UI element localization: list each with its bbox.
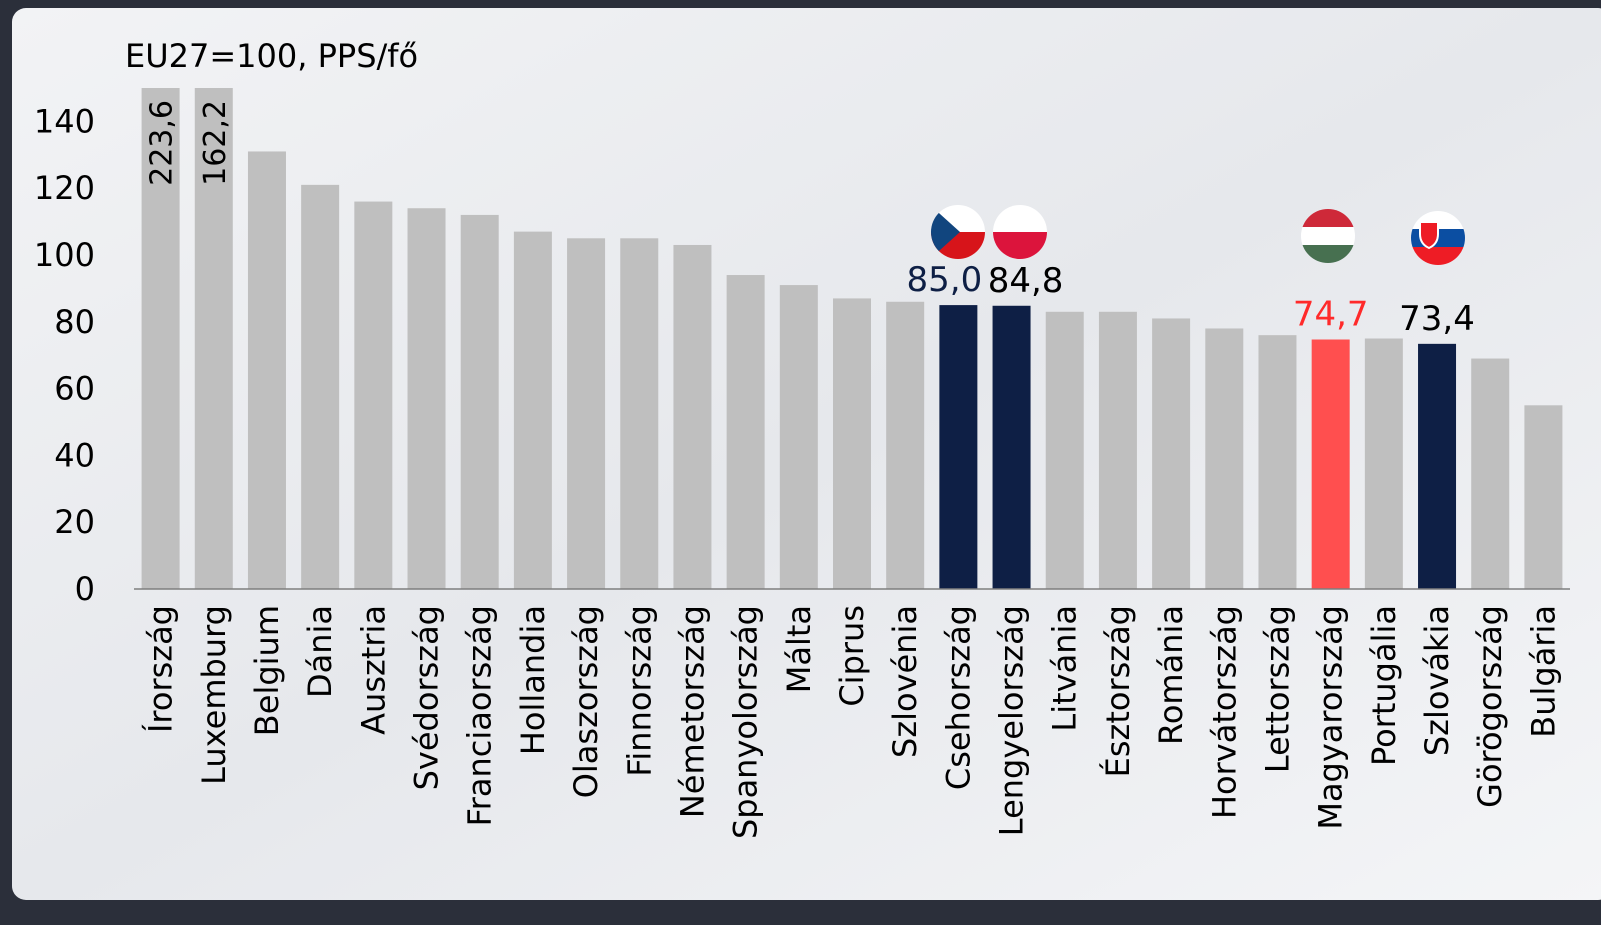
bar	[461, 215, 499, 589]
x-tick-label: Szlovénia	[886, 605, 924, 758]
y-tick-label: 20	[54, 503, 95, 541]
bar	[993, 306, 1031, 589]
y-tick-label: 40	[54, 436, 95, 474]
x-tick-label: Románia	[1152, 605, 1190, 745]
y-tick-label: 120	[34, 169, 95, 207]
y-tick-label: 100	[34, 236, 95, 274]
bar	[727, 275, 765, 589]
bar	[1152, 318, 1190, 589]
x-tick-label: Ciprus	[833, 605, 871, 707]
bar	[780, 285, 818, 589]
x-tick-label: Szlovákia	[1418, 605, 1456, 756]
bar	[673, 245, 711, 589]
x-tick-label: Litvánia	[1046, 605, 1084, 732]
bar	[1312, 340, 1350, 589]
value-label: 223,6	[145, 100, 180, 186]
page: {"chart_data": {"type": "bar", "y_axis_l…	[0, 0, 1601, 921]
value-label: 162,2	[198, 100, 233, 186]
bar	[514, 232, 552, 589]
bar	[142, 0, 180, 589]
x-tick-label: Ausztria	[354, 605, 392, 735]
y-tick-label: 80	[54, 303, 95, 341]
value-label: 84,8	[988, 261, 1064, 301]
x-tick-label: Málta	[780, 605, 818, 693]
y-tick-label: 140	[34, 102, 95, 140]
value-label: 85,0	[907, 260, 983, 300]
y-tick-label: 60	[54, 370, 95, 408]
bar	[833, 298, 871, 589]
x-tick-label: Svédország	[408, 605, 446, 790]
x-tick-label: Észtország	[1099, 605, 1137, 777]
x-tick-label: Magyarország	[1312, 605, 1350, 830]
value-label: 73,4	[1399, 299, 1475, 339]
x-tick-label: Finnország	[620, 605, 658, 777]
x-tick-label: Franciaország	[461, 605, 499, 826]
x-tick-label: Luxemburg	[195, 605, 233, 785]
x-tick-label: Olaszország	[567, 605, 605, 798]
bar	[1418, 344, 1456, 589]
bar	[1046, 312, 1084, 589]
bar	[939, 305, 977, 589]
x-tick-label: Belgium	[248, 605, 286, 736]
value-label: 74,7	[1293, 295, 1369, 335]
bar	[1205, 328, 1243, 589]
bar	[1365, 339, 1403, 590]
x-tick-label: Görögország	[1471, 605, 1509, 808]
x-tick-label: Lengyelország	[993, 605, 1031, 836]
x-tick-label: Lettország	[1258, 605, 1296, 773]
bar	[301, 185, 339, 589]
x-tick-label: Hollandia	[514, 605, 552, 755]
x-tick-label: Németország	[673, 605, 711, 818]
bar	[567, 238, 605, 589]
bar	[408, 208, 446, 589]
x-tick-label: Portugália	[1365, 605, 1403, 766]
bar	[1524, 405, 1562, 589]
x-tick-label: Írország	[142, 605, 180, 733]
bar	[886, 302, 924, 589]
bar	[1099, 312, 1137, 589]
x-tick-label: Bulgária	[1524, 605, 1562, 738]
y-tick-label: 0	[75, 570, 95, 608]
x-tick-label: Horvátország	[1205, 605, 1243, 819]
chart: EU27=100, PPS/fő 0 20 40 60 80 100 120 140 Írors…	[0, 0, 1601, 921]
x-tick-label: Spanyolország	[727, 605, 765, 839]
bar	[1258, 335, 1296, 589]
x-tick-label: Csehország	[939, 605, 977, 790]
bar	[1471, 359, 1509, 589]
axis-title: EU27=100, PPS/fő	[125, 37, 418, 75]
bar	[354, 202, 392, 589]
bar	[620, 238, 658, 589]
x-tick-label: Dánia	[301, 605, 339, 698]
bar	[248, 151, 286, 589]
